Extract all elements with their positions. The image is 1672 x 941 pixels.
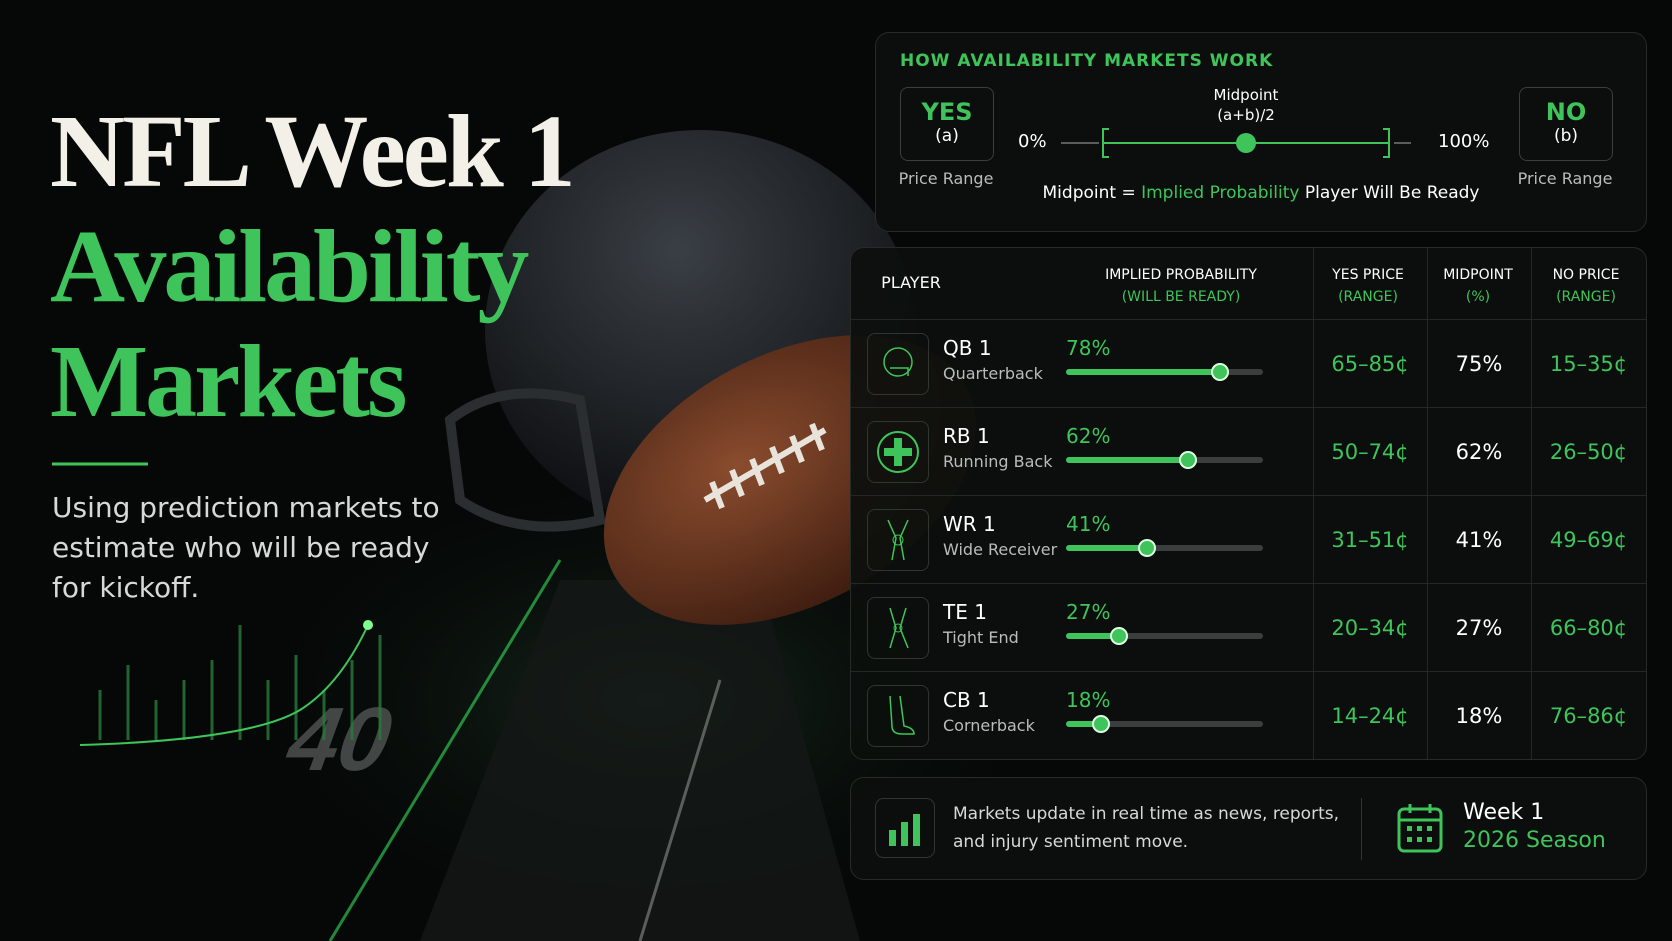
footer-panel: Markets update in real time as news, rep…: [850, 777, 1647, 880]
probability-bar: [1066, 369, 1220, 375]
probability-label: 18%: [1066, 688, 1111, 712]
note-highlight: Implied Probability: [1141, 183, 1300, 203]
chart-icon: [875, 798, 935, 858]
player-row: QB 1 Quarterback 78% 65–85¢ 75% 15–35¢: [851, 319, 1646, 408]
yes-box: YES (a): [900, 87, 994, 161]
title: NFL Week 1: [50, 94, 576, 209]
player-row: RB 1 Running Back 62% 50–74¢ 62% 26–50¢: [851, 407, 1646, 496]
column-title: MIDPOINT: [1443, 267, 1513, 283]
probability-label: 78%: [1066, 336, 1111, 360]
player-row: CB 1 Cornerback 18% 14–24¢ 18% 76–86¢: [851, 671, 1646, 759]
probability-label: 27%: [1066, 600, 1111, 624]
yes-price: 50–74¢: [1331, 440, 1409, 464]
column-header: MIDPOINT (%): [1423, 264, 1533, 308]
calendar-icon: [1397, 804, 1443, 853]
player-position: Tight End: [943, 628, 1019, 647]
week: Week 1: [1463, 800, 1545, 825]
probability-label: 41%: [1066, 512, 1111, 536]
scale-end: 100%: [1438, 131, 1490, 152]
probability-dot: [1092, 715, 1111, 733]
column-title: PLAYER: [881, 273, 941, 292]
column-title: IMPLIED PROBABILITY: [1105, 267, 1257, 283]
player-position: Wide Receiver: [943, 540, 1058, 559]
explainer-heading: HOW AVAILABILITY MARKETS WORK: [900, 51, 1274, 71]
probability-dot: [1179, 451, 1198, 469]
column-header: PLAYER: [851, 270, 971, 296]
note-suffix: Player Will Be Ready: [1304, 183, 1480, 203]
player-icon: [867, 333, 929, 395]
column-subtitle: (%): [1465, 289, 1491, 305]
midpoint-label: Midpoint (a+b)/2: [1176, 85, 1316, 125]
no-price: 66–80¢: [1549, 616, 1628, 640]
column-subtitle: (RANGE): [1556, 289, 1616, 305]
range-diagram: [1061, 128, 1411, 158]
explainer-note: Midpoint = Implied Probability Player Wi…: [876, 183, 1646, 203]
probability-track: [1066, 633, 1263, 639]
no-price: 76–86¢: [1549, 704, 1628, 728]
player-icon: [867, 685, 929, 747]
player-name: RB 1: [943, 424, 990, 448]
explainer-panel: HOW AVAILABILITY MARKETS WORK YES (a) Pr…: [875, 32, 1647, 232]
midpoint: 27%: [1455, 616, 1503, 640]
midpoint: 62%: [1455, 440, 1503, 464]
column-subtitle: (WILL BE READY): [1121, 289, 1241, 305]
no-label: NO: [1545, 98, 1587, 126]
player-position: Cornerback: [943, 716, 1035, 735]
midpoint: 18%: [1455, 704, 1503, 728]
probability-label: 62%: [1066, 424, 1111, 448]
column-title: YES PRICE: [1332, 267, 1404, 283]
column-title: NO PRICE: [1552, 267, 1620, 283]
yes-label: YES: [921, 98, 973, 126]
player-name: QB 1: [943, 336, 992, 360]
column-header: IMPLIED PROBABILITY (WILL BE READY): [1061, 264, 1301, 308]
yes-price: 65–85¢: [1331, 352, 1409, 376]
note-prefix: Midpoint =: [1042, 183, 1136, 203]
player-name: TE 1: [943, 600, 987, 624]
scale-start: 0%: [1018, 131, 1047, 152]
yes-price: 31–51¢: [1331, 528, 1409, 552]
player-icon: [867, 421, 929, 483]
yes-caption: Price Range: [898, 169, 994, 188]
player-row: TE 1 Tight End 27% 20–34¢ 27% 66–80¢: [851, 583, 1646, 672]
probability-track: [1066, 545, 1263, 551]
column-header: NO PRICE (RANGE): [1531, 264, 1641, 308]
midpoint: 75%: [1455, 352, 1503, 376]
no-var: (b): [1553, 126, 1579, 146]
probability-bar: [1066, 633, 1120, 639]
title: Markets: [50, 324, 407, 439]
player-position: Quarterback: [943, 364, 1043, 383]
player-icon: [867, 509, 929, 571]
probability-bar: [1066, 457, 1189, 463]
probability-bar: [1066, 545, 1147, 551]
midpoint: 41%: [1455, 528, 1503, 552]
player-row: WR 1 Wide Receiver 41% 31–51¢ 41% 49–69¢: [851, 495, 1646, 584]
no-price: 26–50¢: [1549, 440, 1628, 464]
probability-dot: [1137, 539, 1156, 557]
no-box: NO (b): [1519, 87, 1613, 161]
no-caption: Price Range: [1517, 169, 1613, 188]
yes-var: (a): [935, 126, 959, 146]
no-price: 49–69¢: [1549, 528, 1628, 552]
probability-track: [1066, 721, 1263, 727]
probability-dot: [1210, 363, 1229, 381]
yes-price: 14–24¢: [1331, 704, 1409, 728]
player-name: CB 1: [943, 688, 990, 712]
column-subtitle: (RANGE): [1338, 289, 1398, 305]
footer-note: Markets update in real time as news, rep…: [953, 804, 1339, 852]
midpoint-formula: (a+b)/2: [1217, 106, 1275, 124]
probability-dot: [1110, 627, 1129, 645]
probability-bar: [1066, 721, 1102, 727]
subtitle: Using prediction markets to estimate who…: [52, 491, 440, 604]
player-position: Running Back: [943, 452, 1053, 471]
player-icon: [867, 597, 929, 659]
midpoint-title: Midpoint: [1213, 86, 1279, 104]
yes-price: 20–34¢: [1331, 616, 1409, 640]
player-table: PLAYER IMPLIED PROBABILITY (WILL BE READY…: [850, 247, 1647, 760]
season: 2026 Season: [1463, 828, 1606, 853]
player-name: WR 1: [943, 512, 996, 536]
no-price: 15–35¢: [1549, 352, 1628, 376]
column-header: YES PRICE (RANGE): [1313, 264, 1423, 308]
title: Availability: [50, 209, 529, 324]
